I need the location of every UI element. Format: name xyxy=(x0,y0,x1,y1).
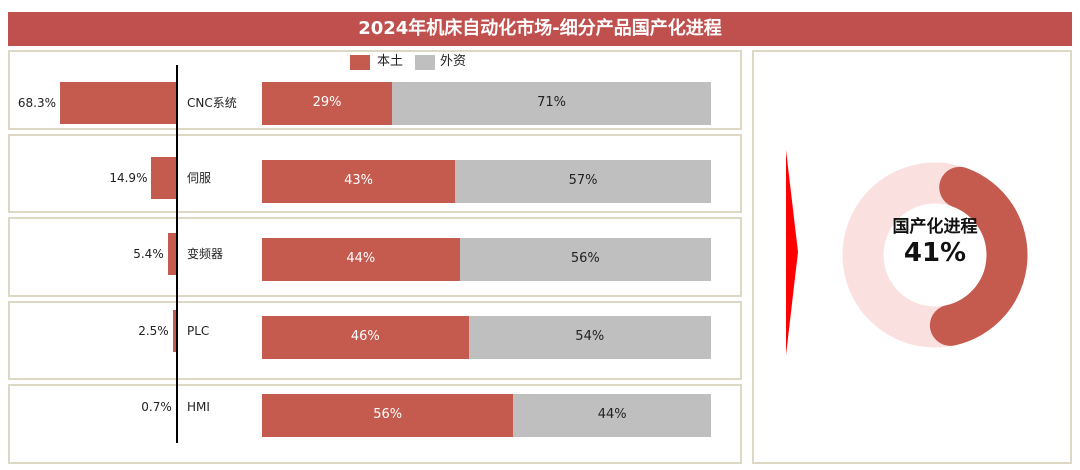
foreign-label: 71% xyxy=(537,95,567,110)
share-label: 0.7% xyxy=(141,400,172,414)
foreign-bar xyxy=(455,160,711,203)
donut-value: 41% xyxy=(903,238,967,268)
share-bar xyxy=(172,310,177,352)
domestic-label: 44% xyxy=(346,251,376,266)
domestic-bar xyxy=(262,394,514,437)
donut-chart xyxy=(842,162,1028,348)
foreign-bar xyxy=(459,238,711,281)
domestic-bar xyxy=(262,238,460,281)
domestic-label: 46% xyxy=(350,329,380,344)
domestic-bar xyxy=(262,82,393,125)
share-bar xyxy=(167,233,177,275)
axis-line xyxy=(176,65,178,443)
foreign-bar xyxy=(468,316,711,359)
domestic-bar xyxy=(262,316,469,359)
share-label: 5.4% xyxy=(133,247,164,261)
legend-label: 外资 xyxy=(440,54,467,69)
legend-label: 本土 xyxy=(377,54,404,69)
category-label: 伺服 xyxy=(187,171,212,185)
share-label: 2.5% xyxy=(138,324,169,338)
domestic-bar xyxy=(262,160,456,203)
legend-swatch xyxy=(415,55,435,70)
legend-swatch xyxy=(350,55,370,70)
category-label: CNC系统 xyxy=(187,96,237,110)
foreign-label: 54% xyxy=(575,329,605,344)
share-bar xyxy=(151,157,177,199)
donut-label: 国产化进程 xyxy=(892,217,978,237)
share-label: 14.9% xyxy=(109,171,148,185)
share-bar xyxy=(60,82,177,124)
row-box xyxy=(8,50,742,130)
domestic-label: 29% xyxy=(312,95,342,110)
domestic-label: 43% xyxy=(344,173,373,188)
foreign-label: 44% xyxy=(597,407,627,422)
row-box xyxy=(8,384,742,464)
arrow-icon xyxy=(786,150,798,355)
donut-panel xyxy=(752,50,1072,464)
row-box xyxy=(8,217,742,297)
donut-value-arc xyxy=(929,166,1028,346)
share-label: 68.3% xyxy=(17,96,56,110)
foreign-label: 57% xyxy=(568,173,598,188)
foreign-bar xyxy=(392,82,711,125)
chart-title: 2024年机床自动化市场-细分产品国产化进程 xyxy=(8,12,1072,46)
category-label: HMI xyxy=(187,400,210,414)
foreign-bar xyxy=(513,394,711,437)
category-label: 变频器 xyxy=(187,247,224,261)
category-label: PLC xyxy=(187,324,210,338)
row-box xyxy=(8,134,742,213)
domestic-label: 56% xyxy=(373,407,403,422)
foreign-label: 56% xyxy=(570,251,600,266)
row-box xyxy=(8,301,742,380)
